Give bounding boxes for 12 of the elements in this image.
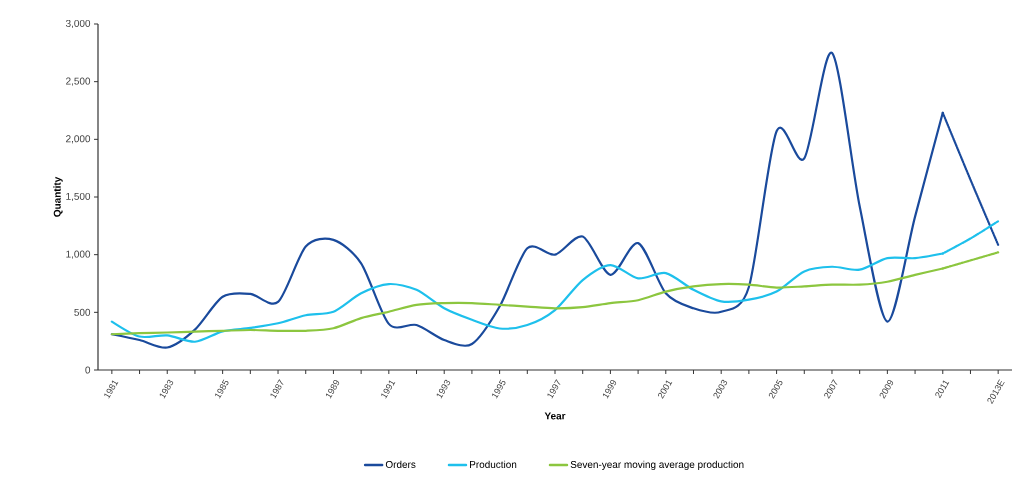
y-tick-label: 2,500 <box>66 77 91 86</box>
y-tick-label: 0 <box>85 366 91 374</box>
y-tick-label: 500 <box>74 308 91 316</box>
legend-label: Orders <box>385 460 416 468</box>
y-tick-label: 2,000 <box>66 135 91 144</box>
legend-label: Production <box>470 460 517 468</box>
legend-label: Seven-year moving average production <box>570 460 744 470</box>
y-tick-label: 3,000 <box>65 19 91 29</box>
y-axis-title: Quantity <box>53 176 63 217</box>
y-tick-label: 1,500 <box>66 192 91 202</box>
x-axis-title: Year <box>544 412 566 420</box>
y-tick-label: 1,000 <box>66 250 91 259</box>
